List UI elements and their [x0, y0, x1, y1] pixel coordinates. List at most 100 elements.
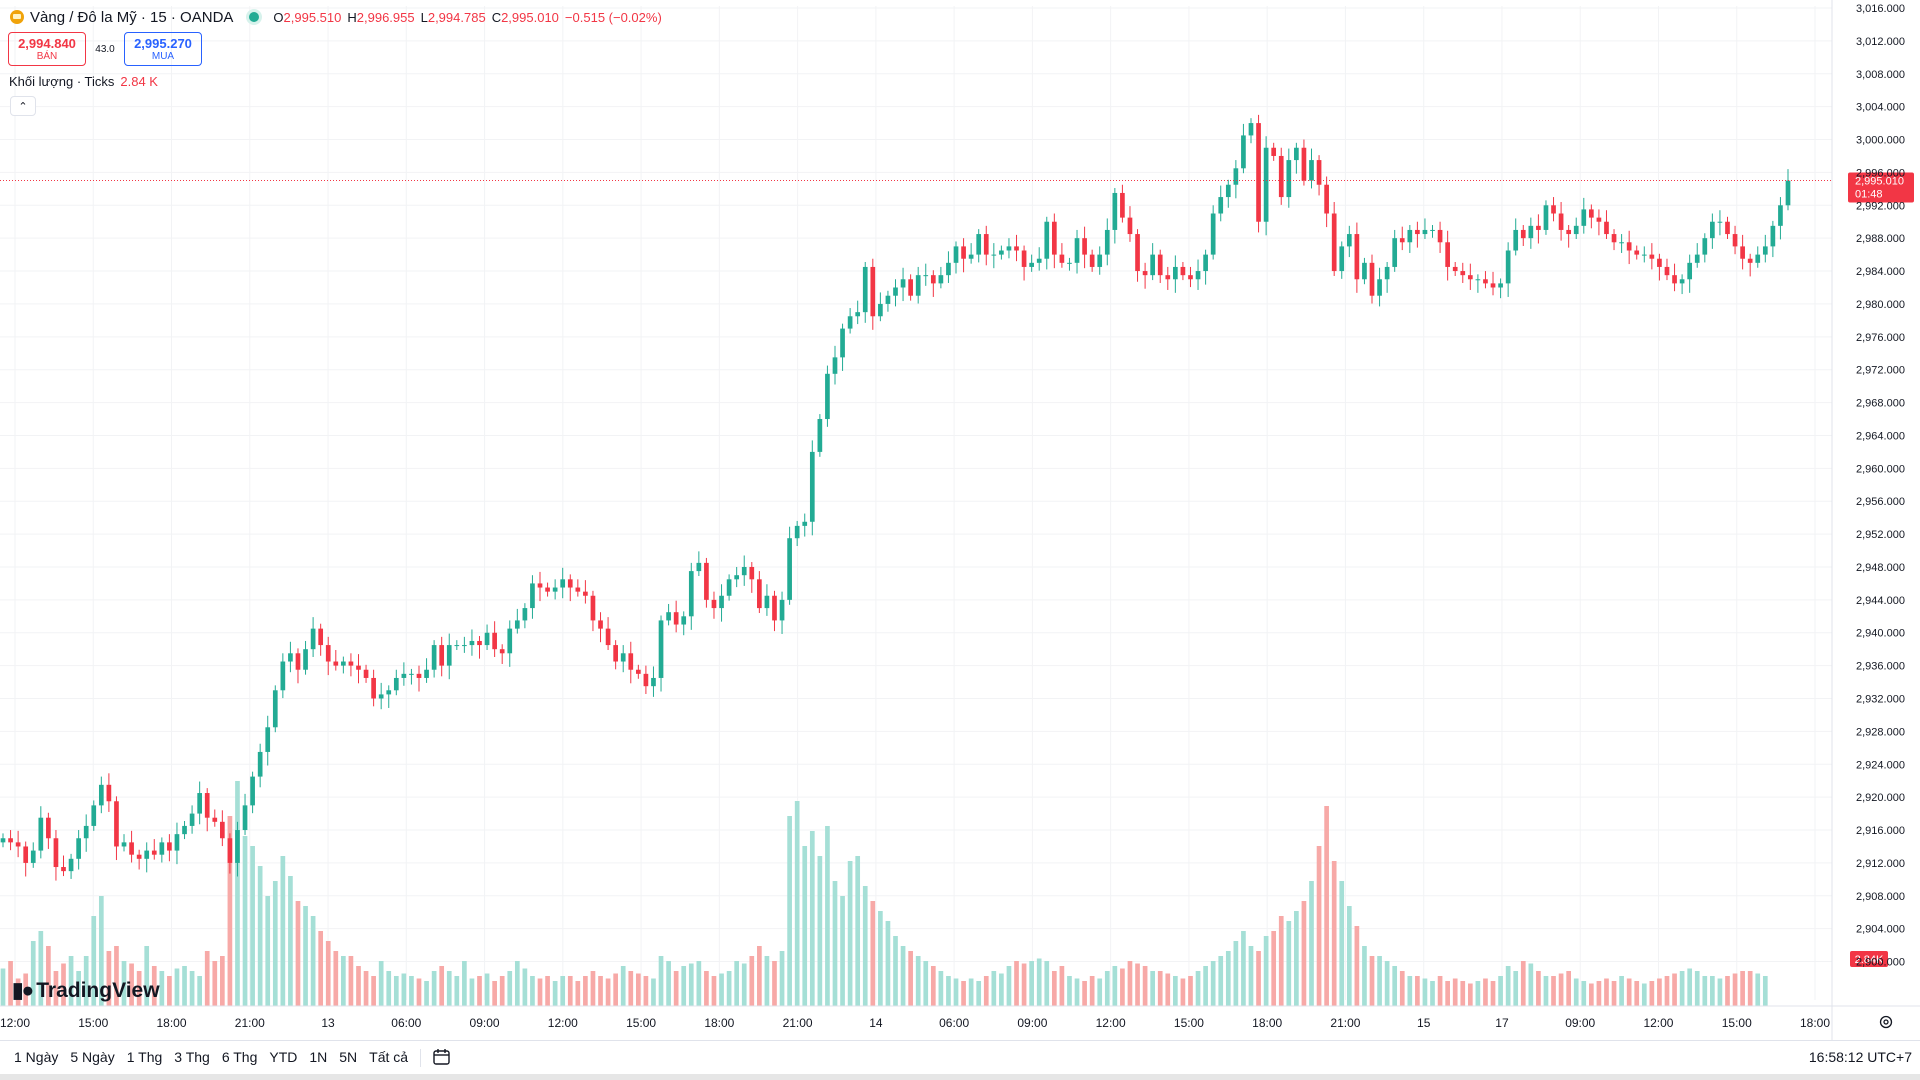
volume-bar	[280, 856, 286, 1006]
timezone-clock[interactable]: 16:58:12 UTC+7	[1808, 1049, 1912, 1065]
candle-body	[341, 661, 346, 666]
buy-button[interactable]: 2,995.270 MUA	[124, 32, 202, 66]
range-button-3[interactable]: 3 Thg	[174, 1049, 210, 1065]
candle-body	[1520, 229, 1526, 239]
volume-bar	[1021, 963, 1027, 1006]
sell-button[interactable]: 2,994.840 BÁN	[8, 32, 86, 66]
candle-body	[454, 645, 460, 647]
volume-bar	[1135, 963, 1140, 1006]
range-button-8[interactable]: Tất cả	[369, 1049, 409, 1065]
candle-body	[1687, 262, 1693, 280]
volume-bar	[1089, 976, 1095, 1006]
candle-body	[999, 250, 1004, 255]
candle-body	[1498, 283, 1503, 288]
candle-body	[514, 620, 520, 629]
range-button-7[interactable]: 5N	[339, 1049, 358, 1065]
y-tick-label: 2,908.000	[1856, 891, 1905, 903]
candle-body	[1248, 123, 1254, 136]
volume-bar	[1702, 976, 1708, 1006]
candle-body	[1657, 258, 1662, 267]
volume-bar	[477, 976, 482, 1006]
volume-bar	[1710, 976, 1715, 1006]
range-button-0[interactable]: 1 Ngày	[14, 1049, 59, 1065]
volume-bar	[303, 906, 308, 1006]
candle-body	[1301, 147, 1307, 181]
volume-bar	[802, 846, 808, 1006]
candle-body	[1044, 221, 1050, 259]
candle-body	[1634, 250, 1640, 255]
volume-bar	[983, 976, 989, 1006]
range-button-2[interactable]: 1 Thg	[126, 1049, 163, 1065]
high-label: H	[347, 9, 357, 25]
symbol-title[interactable]: Vàng / Đô la Mỹ · 15 · OANDA	[30, 8, 234, 26]
candle-body	[764, 595, 770, 609]
candle-body	[938, 275, 944, 284]
volume-bar	[144, 946, 150, 1006]
collapse-legend-button[interactable]: ⌃	[10, 96, 36, 116]
chart-header: Vàng / Đô la Mỹ · 15 · OANDA O2,995.510 …	[10, 6, 662, 28]
candle-body	[1573, 225, 1579, 235]
candle-body	[1036, 258, 1042, 263]
volume-bar	[1452, 978, 1458, 1006]
range-button-4[interactable]: 6 Thg	[221, 1049, 258, 1065]
candle-body	[567, 579, 573, 588]
candle-body	[1029, 262, 1034, 267]
x-tick-label: 21:00	[783, 1016, 813, 1030]
tradingview-logo[interactable]: ▮● TradingView	[12, 978, 160, 1003]
candle-body	[378, 694, 384, 699]
candle-body	[409, 673, 414, 675]
volume-bar	[1437, 976, 1443, 1006]
volume-bar	[825, 826, 830, 1006]
volume-bar	[1165, 973, 1171, 1006]
candle-body	[923, 275, 929, 277]
candle-body	[1135, 234, 1140, 272]
gear-icon[interactable]	[1878, 1014, 1894, 1030]
candle-body	[53, 838, 59, 868]
candle-body	[1278, 155, 1284, 198]
x-tick-label: 13	[321, 1016, 335, 1030]
volume-bar	[1725, 976, 1730, 1006]
y-tick-label: 2,960.000	[1856, 463, 1905, 475]
volume-bar	[1316, 846, 1322, 1006]
range-button-6[interactable]: 1N	[309, 1049, 328, 1065]
candle-body	[174, 834, 180, 851]
range-button-5[interactable]: YTD	[269, 1049, 298, 1065]
candle-body	[1127, 217, 1133, 235]
candle-body	[1785, 180, 1791, 206]
y-tick-label: 2,992.000	[1856, 200, 1905, 212]
candle-body	[1051, 221, 1057, 255]
volume-bar	[878, 911, 883, 1006]
candle-body	[38, 817, 44, 851]
volume-bar	[204, 951, 210, 1006]
volume-bar	[651, 978, 656, 1006]
candle-body	[1173, 266, 1178, 280]
volume-bar	[1127, 961, 1133, 1006]
candle-body	[794, 525, 800, 539]
candle-body	[204, 793, 210, 818]
footer-strip	[0, 1074, 1920, 1080]
candle-body	[1596, 217, 1602, 222]
volume-bar	[462, 961, 467, 1006]
candle-body	[144, 850, 150, 859]
candle-body	[1309, 160, 1314, 181]
market-open-icon	[249, 12, 260, 22]
candle-body	[961, 246, 966, 259]
candle-body	[666, 612, 671, 621]
candle-body	[1339, 246, 1345, 272]
volume-bar	[1104, 971, 1110, 1006]
buy-price: 2,995.270	[134, 36, 192, 51]
calendar-icon[interactable]	[432, 1048, 452, 1066]
y-tick-label: 2,924.000	[1856, 759, 1905, 771]
candle-body	[1104, 229, 1110, 255]
candle-body	[499, 649, 505, 654]
volume-bar	[711, 976, 717, 1006]
volume-bar	[68, 956, 74, 1006]
candle-body	[416, 673, 422, 678]
x-tick-label: 18:00	[704, 1016, 734, 1030]
candle-body	[288, 653, 293, 662]
range-button-1[interactable]: 5 Ngày	[70, 1049, 115, 1065]
volume-legend[interactable]: Khối lượng · Ticks 2.84 K	[9, 74, 158, 89]
candle-body	[1770, 225, 1776, 247]
